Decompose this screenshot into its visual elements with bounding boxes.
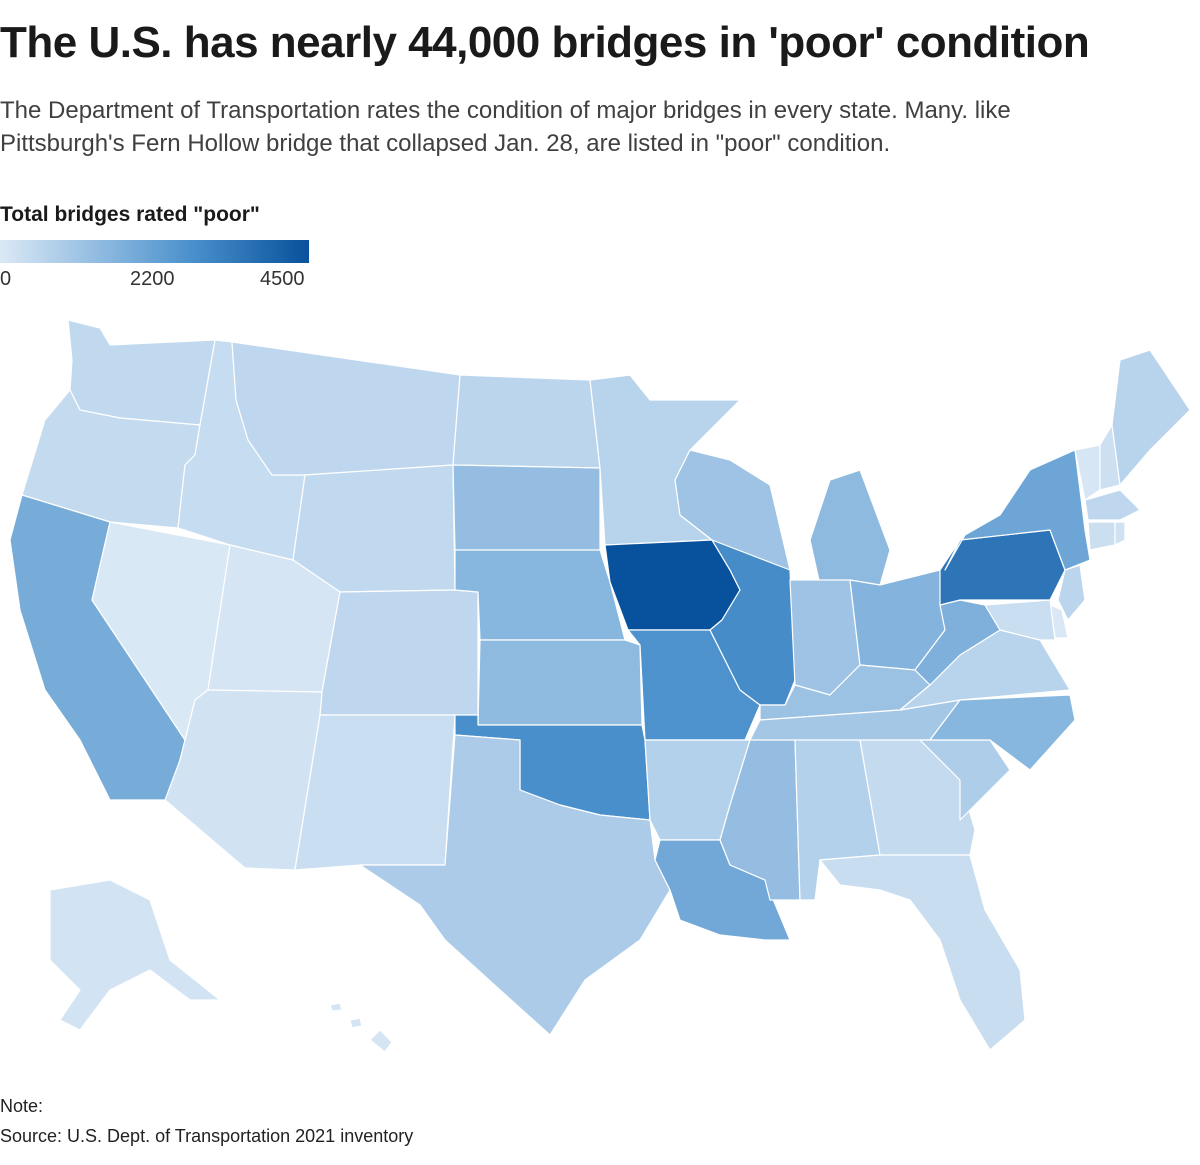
state-ri [1114, 521, 1126, 546]
state-me [1111, 349, 1191, 486]
state-ct [1087, 521, 1116, 551]
chart-title: The U.S. has nearly 44,000 bridges in 'p… [0, 18, 1090, 67]
state-md [984, 599, 1056, 641]
state-co [319, 589, 479, 716]
state-fl [819, 854, 1026, 1051]
state-wa [67, 319, 216, 426]
legend-tick-max: 4500 [260, 268, 305, 290]
state-ne [454, 549, 626, 641]
legend-color-ramp [0, 240, 309, 263]
us-choropleth-map [9, 319, 1191, 1053]
state-mt [231, 341, 461, 476]
footer-source: Source: U.S. Dept. of Transportation 202… [0, 1126, 414, 1146]
state-tx [359, 734, 671, 1036]
state-nj [1057, 564, 1086, 621]
state-ks [477, 639, 643, 726]
state-az [164, 689, 323, 871]
state-wy [292, 464, 456, 593]
state-ms [719, 739, 801, 901]
state-nc [919, 694, 1076, 771]
state-ak [49, 879, 221, 1031]
chart-subtitle: The Department of Transportation rates t… [0, 97, 1011, 157]
legend-tick-min: 0 [0, 268, 12, 290]
state-ma [1084, 489, 1141, 521]
state-nm [294, 714, 456, 871]
state-mi [809, 469, 891, 586]
state-sd [452, 464, 601, 553]
footer-note: Note: [0, 1096, 44, 1116]
legend-tick-mid: 2200 [130, 268, 175, 290]
state-nd [452, 374, 601, 469]
legend-title: Total bridges rated "poor" [0, 203, 260, 226]
state-ny [944, 449, 1091, 571]
state-hi [329, 1002, 393, 1053]
